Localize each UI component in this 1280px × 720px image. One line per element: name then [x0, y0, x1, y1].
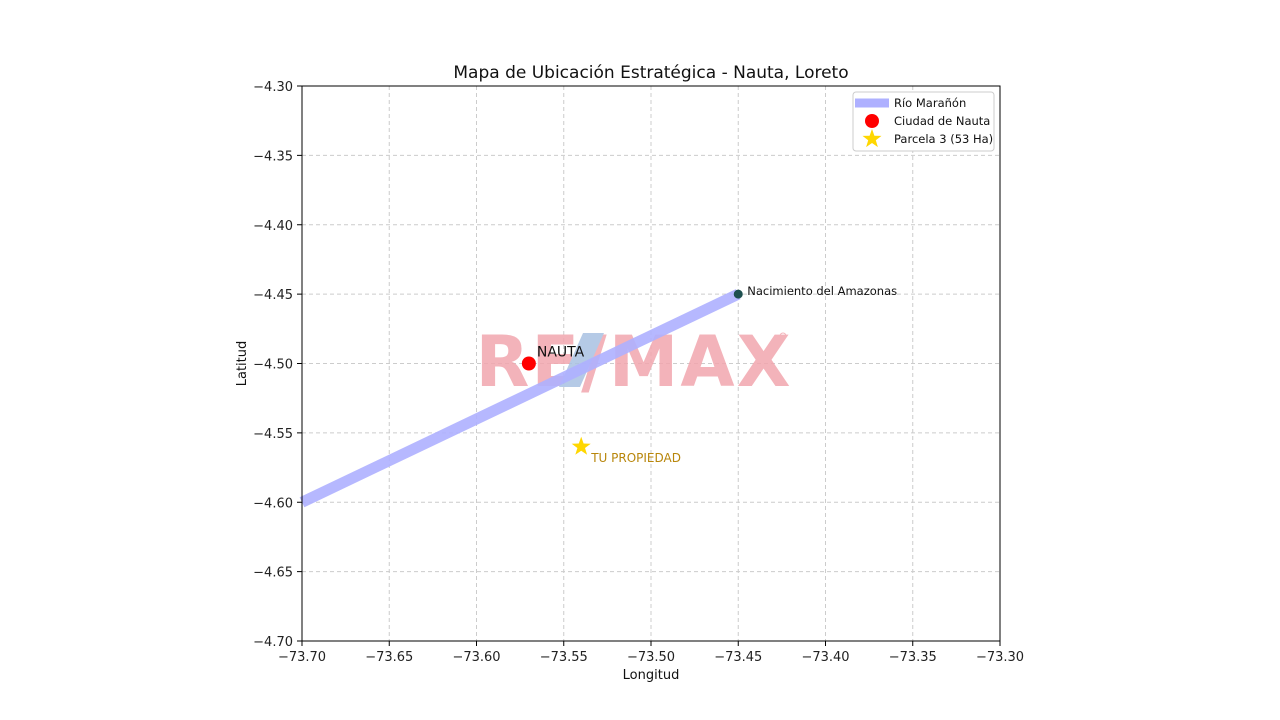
x-tick-label: −73.35 — [889, 650, 937, 665]
legend-swatch-star — [862, 129, 882, 148]
y-tick-label: −4.50 — [253, 358, 293, 373]
legend-label: Ciudad de Nauta — [894, 114, 990, 128]
annotation-nauta: NAUTA — [537, 345, 585, 361]
x-axis-ticks: −73.70 −73.65 −73.60 −73.55 −73.50 −73.45 −73.… — [278, 641, 1024, 665]
y-tick-label: −4.65 — [253, 566, 293, 581]
x-axis-label: Longitud — [623, 668, 680, 683]
y-tick-label: −4.60 — [253, 496, 293, 511]
legend-label: Río Marañón — [894, 96, 966, 110]
x-tick-label: −73.60 — [452, 650, 500, 665]
chart-title: Mapa de Ubicación Estratégica - Nauta, L… — [453, 63, 848, 83]
x-tick-label: −73.40 — [801, 650, 849, 665]
annotation-nacimiento: Nacimiento del Amazonas — [747, 284, 897, 298]
registered-mark-icon — [779, 332, 787, 340]
x-tick-label: −73.45 — [714, 650, 762, 665]
legend-label: Parcela 3 (53 Ha) — [894, 132, 993, 146]
y-tick-label: −4.45 — [253, 288, 293, 303]
legend: Río Marañón Ciudad de Nauta Parcela 3 (53 … — [852, 91, 995, 152]
annotation-tu-propiedad: TU PROPIEDAD — [590, 451, 681, 465]
x-tick-label: −73.65 — [365, 650, 413, 665]
y-tick-label: −4.70 — [253, 635, 293, 650]
river-line — [299, 289, 741, 508]
city-point — [521, 356, 536, 371]
y-tick-label: −4.40 — [253, 219, 293, 234]
legend-swatch-circle — [865, 114, 879, 128]
annotations: NAUTA TU PROPIEDAD Nacimiento del Amazonas — [537, 284, 897, 465]
y-tick-label: −4.30 — [253, 80, 293, 95]
x-tick-label: −73.50 — [627, 650, 675, 665]
y-tick-label: −4.35 — [253, 149, 293, 164]
river-source-point — [733, 289, 743, 299]
y-tick-label: −4.55 — [253, 427, 293, 442]
y-axis-label: Latitud — [235, 341, 250, 387]
x-tick-label: −73.30 — [976, 650, 1024, 665]
x-tick-label: −73.70 — [278, 650, 326, 665]
parcel-star-point — [571, 436, 591, 455]
y-axis-ticks: −4.30 −4.35 −4.40 −4.45 −4.50 −4.55 −4.60 −4.65… — [253, 80, 302, 650]
x-tick-label: −73.55 — [540, 650, 588, 665]
series-layer — [299, 289, 743, 508]
